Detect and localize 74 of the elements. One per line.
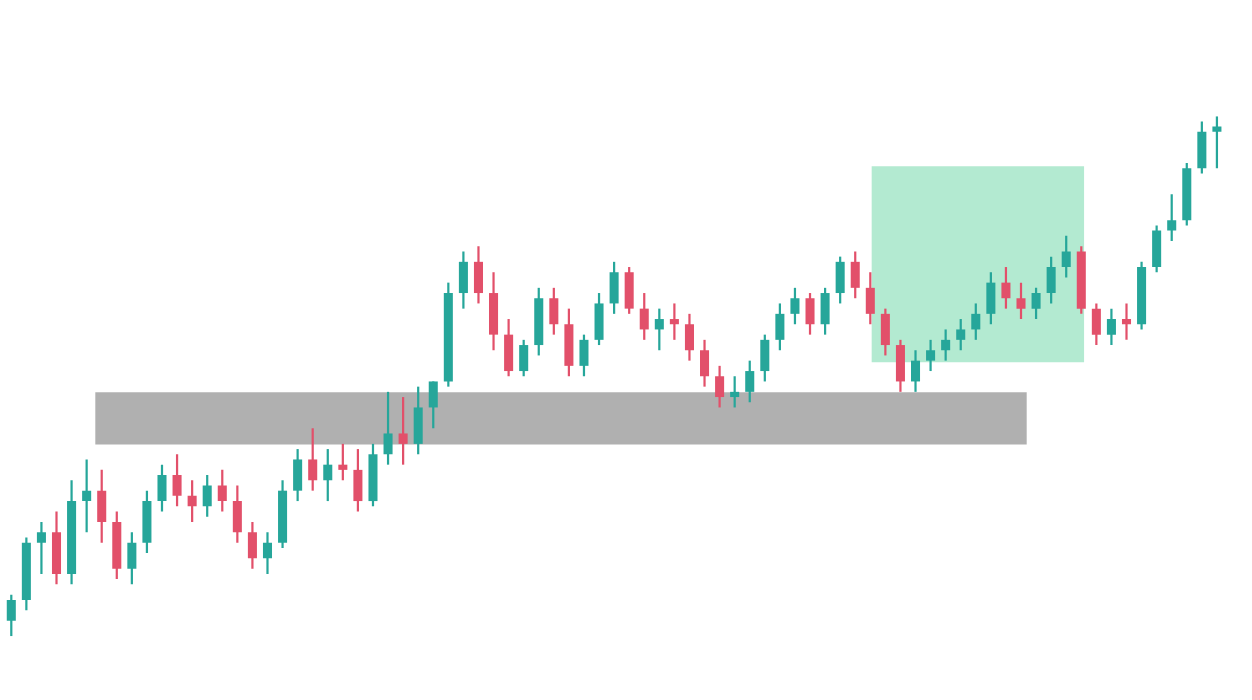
candlestick — [1061, 234, 1071, 279]
candlestick — [127, 531, 137, 586]
candlestick — [880, 307, 890, 357]
candlestick — [172, 453, 182, 508]
candlestick — [910, 349, 921, 393]
candlestick — [82, 458, 92, 534]
candlestick — [142, 489, 152, 555]
candlestick — [428, 380, 438, 430]
candlestick — [217, 468, 227, 513]
candlestick — [1152, 224, 1162, 274]
candlestick — [971, 302, 981, 341]
candlestick — [700, 338, 710, 388]
candlestick — [187, 479, 197, 523]
candlestick — [534, 286, 544, 357]
candlestick — [654, 307, 664, 352]
candlestick — [1046, 255, 1056, 305]
candlestick — [926, 338, 936, 373]
candlestick — [353, 447, 363, 513]
candlestick — [293, 447, 303, 503]
candlestick — [473, 245, 483, 305]
candlestick — [51, 510, 62, 586]
candlestick — [1031, 286, 1041, 321]
candlestick — [112, 510, 122, 581]
candlestick — [669, 302, 679, 341]
candlestick — [36, 520, 46, 575]
candlestick — [1001, 265, 1011, 310]
candlestick — [775, 302, 785, 352]
candlestick — [609, 260, 619, 315]
candlestick — [368, 442, 378, 508]
candlestick — [232, 484, 242, 544]
candlestick — [398, 395, 408, 466]
candlestick — [564, 307, 574, 378]
candlestick — [624, 265, 634, 315]
candlestick — [820, 286, 830, 336]
candlestick — [941, 328, 951, 362]
candlestick — [1106, 307, 1116, 347]
candlestick — [458, 250, 468, 310]
candlestick — [1091, 302, 1101, 347]
candlestick — [413, 385, 423, 456]
candlestick — [338, 442, 348, 482]
candlestick — [805, 291, 815, 336]
candlestick — [247, 520, 257, 570]
candlestick — [262, 531, 273, 575]
candlestick — [895, 338, 905, 393]
candlestick — [504, 317, 514, 378]
candlestick — [594, 291, 604, 347]
candlestick — [383, 390, 393, 466]
candlestick — [157, 463, 167, 513]
candlestick — [97, 468, 107, 544]
candlestick — [579, 333, 589, 378]
candlestick — [986, 271, 996, 326]
candlestick — [1197, 120, 1207, 175]
candlestick — [6, 593, 16, 637]
candlestick — [202, 473, 212, 518]
candlestick — [835, 255, 845, 305]
candlestick — [850, 250, 860, 300]
candlestick — [1121, 302, 1132, 341]
candlestick — [760, 333, 770, 383]
candlestick — [308, 427, 318, 492]
candlestick — [730, 375, 740, 409]
candlestick — [715, 364, 725, 409]
candlestick — [639, 291, 649, 341]
candlestick — [489, 271, 499, 352]
candlestick — [1212, 116, 1222, 170]
candlestick — [684, 312, 694, 362]
candlestick — [1167, 193, 1177, 243]
candlestick — [323, 447, 333, 503]
candlestick — [519, 338, 529, 378]
candlestick — [549, 286, 559, 336]
candlestick — [790, 286, 800, 326]
candlestick — [745, 359, 755, 404]
candlestick — [1016, 281, 1026, 321]
candlestick — [956, 317, 966, 352]
candlestick — [865, 271, 875, 326]
